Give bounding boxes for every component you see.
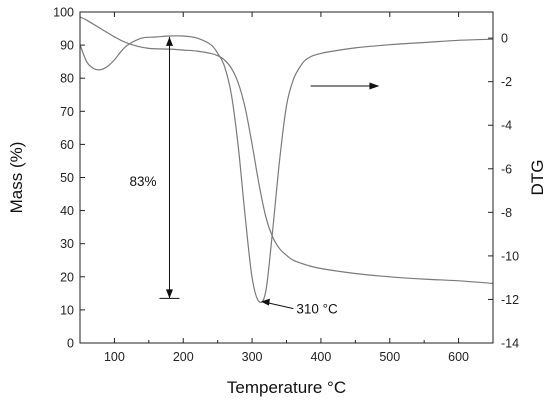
peak-arrow-line [266,302,294,310]
axis-indicator-arrowhead [369,82,380,90]
y-left-axis-title: Mass (%) [7,142,26,214]
mass-series-line [79,16,494,284]
y-right-tick-label: -14 [501,337,519,351]
x-tick-label: 400 [310,350,331,364]
mass-loss-arrowhead-down [165,289,173,299]
mass-loss-arrowhead-up [165,36,173,46]
series-layer [79,16,494,304]
y-right-tick-label: -2 [501,75,512,89]
x-tick-label: 600 [448,350,469,364]
y-left-tick-label: 100 [53,6,74,20]
y-left-tick-label: 30 [60,237,74,251]
y-right-tick-label: -10 [501,249,519,263]
mass-loss-label: 83% [129,174,156,189]
x-tick-label: 200 [173,350,194,364]
y-right-axis-title: DTG [528,160,547,196]
y-left-tick-label: 20 [60,270,74,284]
y-right-tick-label: -4 [501,119,512,133]
y-left-tick-label: 10 [60,303,74,317]
y-right-tick-label: -8 [501,206,512,220]
y-left-tick-label: 80 [60,72,74,86]
y-left-tick-label: 90 [60,39,74,53]
y-right-tick-label: 0 [501,32,508,46]
peak-arrowhead [260,298,270,306]
dtg-series-line [79,35,494,304]
x-tick-label: 100 [104,350,125,364]
y-left-tick-label: 40 [60,204,74,218]
y-left-tick-label: 50 [60,171,74,185]
y-right-tick-label: -6 [501,162,512,176]
y-left-tick-label: 0 [67,337,74,351]
axes-layer: Temperature °C Mass (%) DTG [7,11,547,397]
peak-label: 310 °C [296,302,338,317]
x-tick-label: 500 [379,350,400,364]
x-axis-title: Temperature °C [227,378,346,397]
y-left-tick-label: 60 [60,138,74,152]
annotation-layer: 83% 310 °C [129,36,380,317]
x-tick-label: 300 [242,350,263,364]
y-right-tick-label: -12 [501,293,519,307]
tick-layer: 100 200 300 400 500 600 0 10 20 30 40 50 60 70 80 90 100… [53,6,519,365]
y-left-tick-label: 70 [60,105,74,119]
